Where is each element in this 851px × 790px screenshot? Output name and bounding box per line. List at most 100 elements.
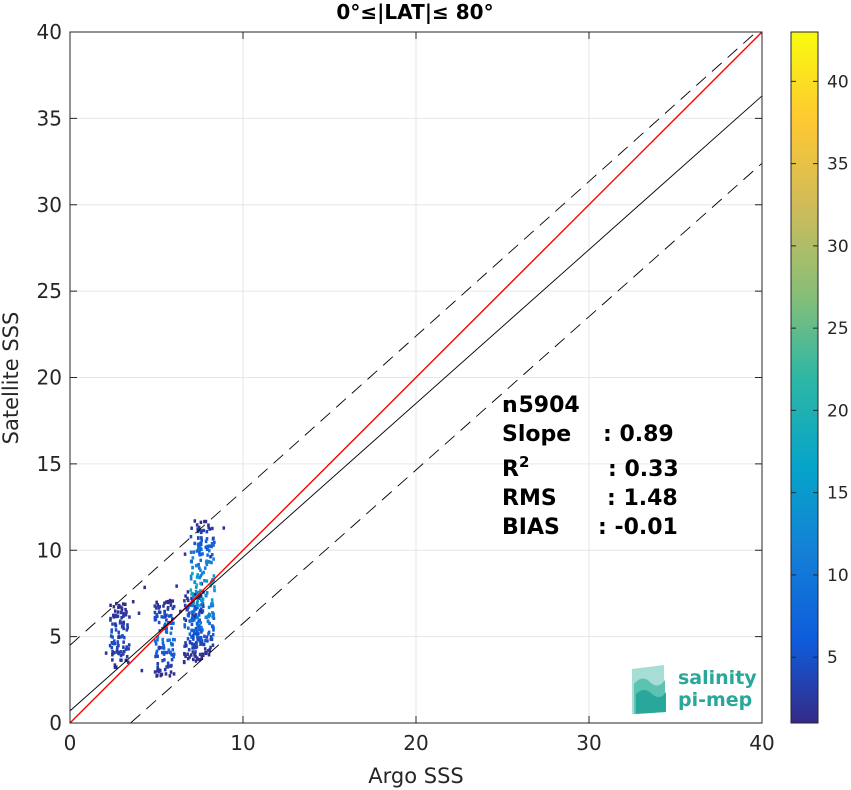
density-cell-414	[193, 541, 196, 546]
density-cell-492	[205, 579, 209, 583]
density-cell-232	[183, 644, 186, 648]
density-cell-453	[213, 588, 216, 593]
density-cell-156	[161, 658, 164, 663]
density-cell-90	[126, 626, 129, 630]
density-cell-527	[211, 601, 214, 606]
density-cell-109	[167, 614, 171, 618]
density-cell-179	[169, 631, 173, 635]
density-cell-2	[125, 654, 129, 659]
density-cell-238	[183, 625, 187, 629]
density-cell-225	[193, 604, 197, 609]
density-cell-470	[205, 562, 209, 567]
colorbar	[790, 31, 819, 724]
colorbar-tick-label-5: 30	[827, 237, 849, 257]
colorbar-tick-label-6: 35	[827, 155, 849, 175]
density-cell-514	[196, 529, 200, 534]
density-cell-445	[193, 580, 196, 585]
density-cell-67	[117, 643, 120, 648]
density-cell-426	[190, 628, 193, 633]
density-cell-56	[117, 652, 121, 656]
density-cell-170	[156, 669, 159, 673]
density-cell-319	[192, 633, 195, 638]
density-cell-217	[179, 609, 182, 614]
density-cell-245	[187, 648, 191, 652]
density-cell-440	[191, 556, 195, 560]
density-cell-125	[170, 653, 174, 657]
density-cell-34	[126, 660, 130, 664]
density-cell-477	[205, 650, 208, 655]
density-cell-283	[191, 657, 195, 662]
density-cell-486	[191, 591, 194, 596]
density-cell-248	[186, 596, 189, 601]
density-cell-178	[157, 610, 161, 614]
density-cell-525	[210, 552, 214, 557]
density-cell-326	[191, 614, 195, 619]
density-cell-273	[191, 646, 194, 650]
density-cell-455	[212, 628, 215, 632]
density-cell-528	[189, 574, 193, 578]
ref-line-upper	[70, 32, 757, 646]
density-cell-276	[191, 650, 195, 654]
density-cell-398	[195, 629, 199, 634]
density-cell-504	[191, 565, 194, 570]
density-cell-534	[189, 550, 193, 555]
density-cell-537	[196, 637, 200, 641]
density-cell-196	[159, 673, 163, 678]
density-cell-81	[118, 605, 122, 609]
density-cell-538	[200, 536, 203, 540]
density-cell-270	[198, 652, 202, 657]
density-cell-10	[112, 613, 115, 617]
density-cell-79	[109, 618, 112, 622]
density-cell-180	[170, 626, 173, 630]
density-cell-329	[182, 617, 186, 621]
density-cell-434	[213, 540, 216, 545]
density-cell-49	[118, 621, 122, 625]
density-cell-397	[196, 573, 200, 577]
density-cell-362	[194, 589, 198, 594]
density-cell-400	[203, 634, 206, 639]
density-cell-291	[188, 640, 192, 644]
density-cell-442	[207, 523, 210, 527]
density-cell-491	[204, 593, 208, 598]
density-cell-53	[110, 641, 114, 645]
density-cell-92	[121, 634, 124, 638]
density-cell-519	[192, 646, 196, 650]
density-cell-336	[191, 612, 194, 616]
density-cell-153	[168, 674, 172, 678]
colorbar-tick-label-1: 10	[827, 566, 849, 586]
density-cell-200	[153, 604, 157, 608]
density-cell-427	[205, 537, 209, 541]
density-cell-261	[197, 613, 201, 617]
density-cell-456	[210, 598, 214, 602]
density-cell-84	[125, 645, 129, 649]
density-cell-337	[211, 643, 215, 647]
density-cell-523	[196, 536, 200, 540]
density-cell-517	[197, 603, 200, 608]
density-cell-165	[161, 645, 164, 650]
density-cell-518	[191, 635, 195, 640]
density-cell-433	[209, 635, 213, 639]
y-tick-label-8: 40	[37, 20, 62, 44]
density-cell-461	[210, 560, 213, 565]
density-cell-509	[194, 563, 198, 568]
density-cell-260	[197, 619, 200, 624]
density-cell-99	[104, 651, 108, 655]
x-axis-ticks: 0 10 20 30 40	[64, 32, 775, 755]
density-cell-357	[191, 603, 194, 608]
density-cell-100	[137, 611, 141, 615]
density-cell-80	[124, 647, 128, 651]
y-axis-label: Satellite SSS	[0, 312, 23, 445]
density-cell-129	[169, 621, 173, 626]
density-cell-138	[155, 651, 158, 656]
density-cell-149	[165, 665, 168, 669]
density-cell-345	[194, 585, 198, 589]
logo-text-line1: salinity	[678, 667, 757, 689]
density-cell-106	[163, 609, 166, 614]
density-cell-482	[200, 641, 203, 645]
density-cell-462	[189, 588, 193, 592]
density-cell-74	[127, 647, 130, 651]
density-cell-474	[199, 542, 203, 547]
density-cell-390	[192, 643, 195, 647]
density-cell-375	[198, 575, 201, 580]
density-cell-30	[122, 614, 125, 618]
